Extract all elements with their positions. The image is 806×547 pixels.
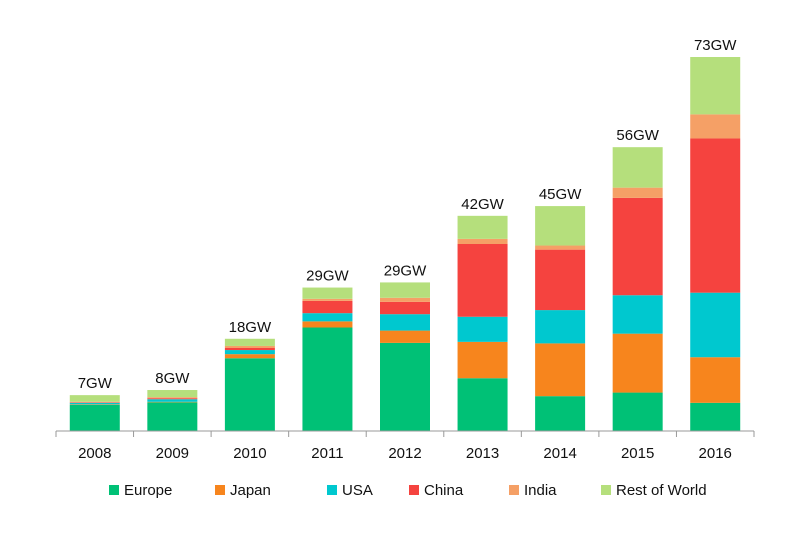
- bar-segment-china-2013: [457, 244, 508, 317]
- x-tick-label-2011: 2011: [311, 445, 343, 462]
- bar-segment-usa-2016: [690, 292, 741, 358]
- bar-segment-japan-2008: [69, 404, 120, 405]
- legend-swatch: [215, 485, 225, 495]
- bar-segment-rest-of-world-2010: [224, 338, 275, 346]
- bar-segment-usa-2009: [147, 399, 198, 402]
- legend-swatch: [409, 485, 419, 495]
- bar-segment-india-2012: [380, 297, 430, 302]
- bar-segment-europe-2015: [612, 392, 663, 431]
- bar-segment-europe-2009: [147, 402, 198, 431]
- bar-segment-rest-of-world-2014: [535, 206, 586, 246]
- legend: Europe Japan USA China India Rest of World: [109, 482, 707, 499]
- bar-segment-japan-2010: [224, 354, 275, 359]
- bar-segment-india-2010: [224, 345, 275, 349]
- bar-segment-europe-2011: [302, 327, 353, 431]
- bar-segment-usa-2010: [224, 350, 275, 355]
- legend-label: China: [424, 482, 464, 499]
- x-tick-labels: 2008 2009 2010 2011 2012 2013 2014 2015 2016: [78, 445, 732, 462]
- bar-segment-rest-of-world-2009: [147, 390, 198, 398]
- x-tick-label-2008: 2008: [78, 445, 111, 462]
- bar-segment-china-2012: [380, 301, 430, 315]
- bar-segment-china-2014: [535, 249, 586, 311]
- bar-segment-india-2015: [612, 187, 663, 198]
- legend-label: USA: [342, 482, 373, 499]
- bar-segment-japan-2012: [380, 330, 430, 343]
- bar-segment-rest-of-world-2012: [380, 282, 430, 298]
- bar-segment-india-2009: [147, 397, 198, 399]
- bar-segment-europe-2013: [457, 378, 508, 431]
- bar-segment-rest-of-world-2011: [302, 287, 353, 299]
- bar-segment-japan-2016: [690, 357, 741, 403]
- total-labels: 7GW 8GW 18GW 29GW 29GW 42GW 45GW 56GW 73GW: [78, 37, 738, 392]
- total-label-2014: 45GW: [539, 186, 582, 203]
- x-tick-label-2009: 2009: [156, 445, 189, 462]
- bar-segment-china-2015: [612, 197, 663, 296]
- bar-segment-japan-2014: [535, 343, 586, 397]
- bar-segment-usa-2008: [69, 402, 120, 405]
- legend-swatch: [509, 485, 519, 495]
- total-label-2010: 18GW: [229, 319, 272, 336]
- bar-segment-japan-2013: [457, 341, 508, 379]
- bar-segment-rest-of-world-2013: [457, 215, 508, 239]
- bar-segment-rest-of-world-2008: [69, 395, 120, 402]
- bar-segment-china-2016: [690, 138, 741, 293]
- x-tick-label-2013: 2013: [466, 445, 499, 462]
- legend-label: Japan: [230, 482, 271, 499]
- bar-segment-rest-of-world-2015: [612, 147, 663, 188]
- bars-layer: [69, 57, 741, 431]
- legend-item-rest-of-world: Rest of World: [601, 482, 707, 499]
- total-label-2013: 42GW: [461, 196, 504, 213]
- bar-segment-india-2013: [457, 238, 508, 244]
- legend-label: Europe: [124, 482, 172, 499]
- bar-segment-china-2009: [147, 398, 198, 400]
- bar-segment-usa-2013: [457, 316, 508, 342]
- x-ticks: [55, 431, 755, 437]
- bar-segment-europe-2014: [535, 396, 586, 431]
- legend-label: Rest of World: [616, 482, 707, 499]
- bar-segment-india-2016: [690, 114, 741, 139]
- legend-item-europe: Europe: [109, 482, 172, 499]
- bar-segment-japan-2009: [147, 401, 198, 403]
- legend-swatch: [327, 485, 337, 495]
- bar-segment-japan-2011: [302, 321, 353, 328]
- bar-segment-usa-2014: [535, 310, 586, 344]
- bar-segment-india-2014: [535, 245, 586, 250]
- bar-segment-europe-2012: [380, 342, 430, 431]
- total-label-2011: 29GW: [306, 268, 349, 285]
- x-tick-label-2016: 2016: [699, 445, 732, 462]
- bar-segment-china-2011: [302, 300, 353, 314]
- bar-segment-europe-2016: [690, 402, 741, 431]
- bar-segment-europe-2008: [69, 404, 120, 431]
- bar-segment-japan-2015: [612, 333, 663, 393]
- legend-item-china: China: [409, 482, 464, 499]
- bar-segment-china-2010: [224, 348, 275, 351]
- bar-segment-usa-2011: [302, 313, 353, 322]
- legend-item-usa: USA: [327, 482, 373, 499]
- total-label-2016: 73GW: [694, 37, 737, 54]
- x-tick-label-2015: 2015: [621, 445, 654, 462]
- x-tick-label-2010: 2010: [233, 445, 266, 462]
- bar-segment-india-2008: [69, 401, 120, 403]
- x-tick-label-2014: 2014: [543, 445, 576, 462]
- legend-item-india: India: [509, 482, 557, 499]
- total-label-2015: 56GW: [616, 127, 659, 144]
- bar-segment-rest-of-world-2016: [690, 57, 741, 115]
- bar-segment-europe-2010: [224, 358, 275, 431]
- total-label-2009: 8GW: [155, 370, 190, 387]
- bar-segment-india-2011: [302, 298, 353, 301]
- legend-item-japan: Japan: [215, 482, 271, 499]
- legend-swatch: [109, 485, 119, 495]
- total-label-2012: 29GW: [384, 262, 427, 279]
- bar-segment-china-2008: [69, 402, 120, 403]
- legend-swatch: [601, 485, 611, 495]
- total-label-2008: 7GW: [78, 375, 113, 392]
- x-tick-label-2012: 2012: [388, 445, 421, 462]
- bar-segment-usa-2012: [380, 314, 430, 331]
- legend-label: India: [524, 482, 557, 499]
- bar-segment-usa-2015: [612, 295, 663, 334]
